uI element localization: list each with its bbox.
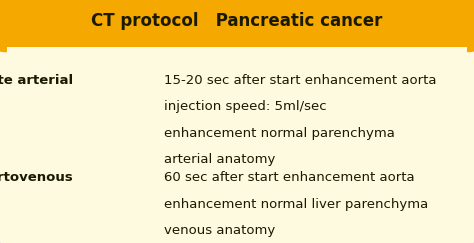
Text: arterial anatomy: arterial anatomy <box>164 153 275 166</box>
Text: Portovenous: Portovenous <box>0 171 73 184</box>
Text: injection speed: 5ml/sec: injection speed: 5ml/sec <box>164 100 326 113</box>
Text: 15-20 sec after start enhancement aorta: 15-20 sec after start enhancement aorta <box>164 74 436 87</box>
Bar <box>6 31 468 47</box>
Text: enhancement normal parenchyma: enhancement normal parenchyma <box>164 127 394 139</box>
Text: enhancement normal liver parenchyma: enhancement normal liver parenchyma <box>164 198 428 210</box>
Text: Late arterial: Late arterial <box>0 74 73 87</box>
FancyBboxPatch shape <box>0 0 474 52</box>
Bar <box>7 47 467 240</box>
Text: 60 sec after start enhancement aorta: 60 sec after start enhancement aorta <box>164 171 414 184</box>
Text: venous anatomy: venous anatomy <box>164 224 275 237</box>
Text: CT protocol   Pancreatic cancer: CT protocol Pancreatic cancer <box>91 12 383 30</box>
